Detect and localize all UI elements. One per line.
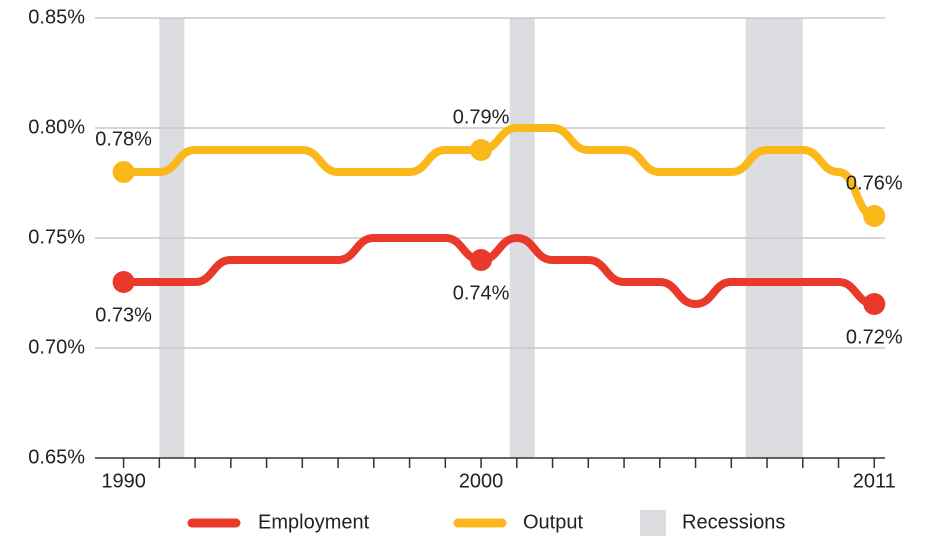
- point-marker: [112, 271, 135, 293]
- x-tick-label: 1990: [101, 470, 146, 492]
- data-label: 0.79%: [453, 106, 510, 128]
- series-line: [119, 123, 879, 220]
- y-tick-label: 0.85%: [28, 6, 85, 28]
- point-marker: [863, 293, 886, 315]
- data-label: 0.78%: [95, 128, 152, 150]
- point-marker: [863, 205, 886, 227]
- legend-label: Employment: [258, 511, 370, 533]
- data-label: 0.74%: [453, 282, 510, 304]
- point-marker: [112, 161, 135, 183]
- series-line: [119, 234, 879, 308]
- y-tick-label: 0.75%: [28, 226, 85, 248]
- x-tick-label: 2000: [459, 470, 504, 492]
- point-marker: [470, 139, 493, 161]
- point-marker: [470, 249, 493, 271]
- y-tick-label: 0.70%: [28, 336, 85, 358]
- y-tick-label: 0.80%: [28, 116, 85, 138]
- legend-swatch: [640, 510, 666, 536]
- legend-label: Recessions: [682, 511, 785, 533]
- y-tick-label: 0.65%: [28, 446, 85, 468]
- x-tick-label: 2011: [853, 470, 896, 492]
- data-label: 0.73%: [95, 304, 152, 326]
- data-label: 0.76%: [846, 172, 903, 194]
- data-label: 0.72%: [846, 326, 903, 348]
- legend-label: Output: [523, 511, 583, 533]
